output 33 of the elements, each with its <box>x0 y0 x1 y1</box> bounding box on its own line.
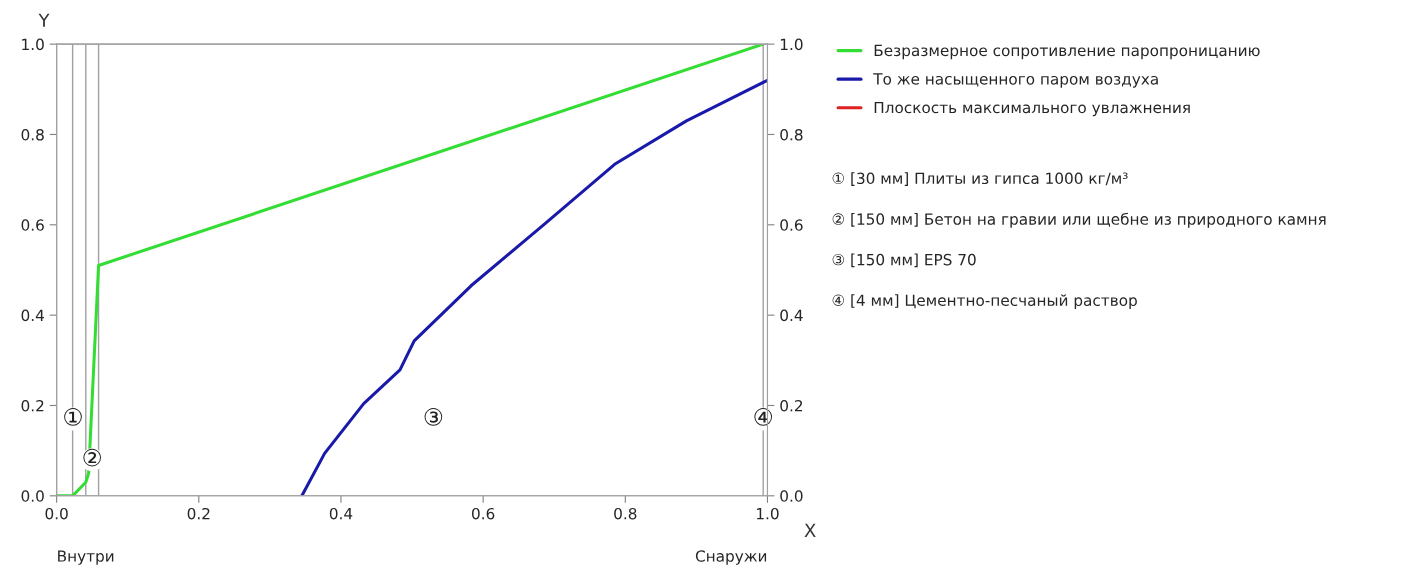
annotation: ② <box>83 448 102 467</box>
x-tick-label: 0.0 <box>45 507 68 520</box>
x-tick-label: 0.6 <box>472 507 495 520</box>
text: ② [150 мм] Бетон на гравии или щебне из природного камня <box>832 212 1326 228</box>
annotation: ③ <box>424 408 443 426</box>
y-tick-label: 0.4 <box>21 309 44 322</box>
annotation: ④ <box>754 408 773 426</box>
x-tick-label: 0.8 <box>614 507 637 520</box>
y-tick-label: 1.0 <box>22 38 44 51</box>
x-tick-label: 0.4 <box>329 507 353 520</box>
legend-label: То же насыщенного паром воздуха <box>873 73 1158 88</box>
text: ① [30 мм] Плиты из гипса 1000 кг/м³ <box>832 172 1128 186</box>
text: Внутри <box>58 550 114 565</box>
text: ④ [4 мм] Цементно-песчаный раствор <box>832 294 1137 309</box>
y2-tick-label: 0.8 <box>780 128 803 141</box>
y-tick-label: 0.0 <box>21 490 44 502</box>
annotation: ① <box>64 408 82 426</box>
y-tick-label: 0.8 <box>21 128 44 141</box>
y-axis-title: Y <box>38 13 50 27</box>
text: Снаружи <box>695 550 767 565</box>
legend-label: Плоскость максимального увлажнения <box>874 101 1190 117</box>
y-tick-label: 0.6 <box>21 219 44 231</box>
y-tick-label: 0.2 <box>21 399 44 412</box>
y2-tick-label: 0.0 <box>780 490 803 502</box>
text: ③ [150 мм] EPS 70 <box>832 253 976 268</box>
x-axis-title: X <box>804 523 816 537</box>
x-tick-label: 0.2 <box>187 507 210 520</box>
y2-tick-label: 1.0 <box>780 38 803 51</box>
y2-tick-label: 0.4 <box>780 309 803 322</box>
y2-tick-label: 0.6 <box>780 219 803 231</box>
legend-label: Безразмерное сопротивление паропроницанию <box>874 44 1260 60</box>
y2-tick-label: 0.2 <box>780 399 803 412</box>
x-tick-label: 1.0 <box>757 507 779 520</box>
